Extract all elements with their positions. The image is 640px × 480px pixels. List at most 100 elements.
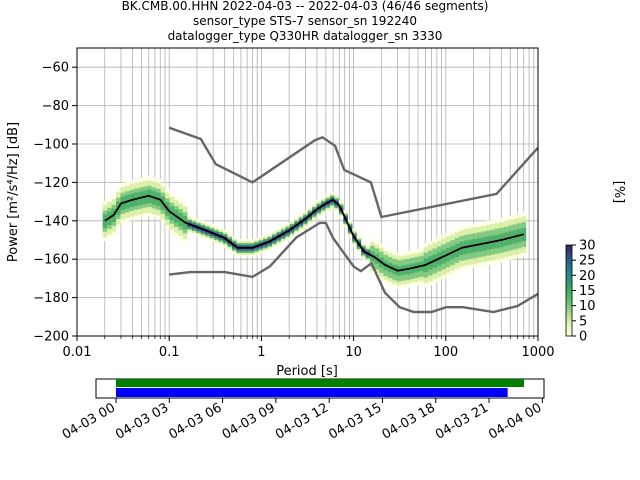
heatmap-cell [156, 209, 161, 212]
heatmap-cell [503, 224, 509, 227]
heatmap-cell [325, 193, 331, 197]
heatmap-cell [205, 226, 210, 229]
heatmap-cell [191, 230, 197, 234]
heatmap-cell [454, 268, 460, 271]
heatmap-cell [428, 275, 433, 278]
heatmap-cell [160, 217, 166, 220]
heatmap-cell [356, 248, 362, 251]
heatmap-cell [459, 243, 464, 246]
heatmap-cell [517, 224, 522, 228]
heatmap-cell [356, 246, 362, 249]
heatmap-cell [338, 213, 344, 217]
heatmap-cell [481, 261, 487, 265]
heatmap-cell [133, 192, 139, 195]
heatmap-cell [249, 239, 255, 242]
heatmap-cell [378, 274, 384, 277]
heatmap-cell [450, 253, 455, 256]
heatmap-cell [165, 190, 170, 193]
heatmap-cell [321, 198, 326, 201]
heatmap-cell [436, 242, 442, 245]
heatmap-cell [463, 226, 469, 230]
heatmap-cell [508, 234, 513, 238]
heatmap-cell [222, 245, 228, 248]
heatmap-cell [156, 205, 161, 209]
heatmap-cell [182, 225, 188, 228]
heatmap-cell [428, 244, 433, 247]
heatmap-cell [245, 242, 250, 246]
heatmap-cell [142, 213, 148, 216]
heatmap-cell [499, 219, 504, 223]
heatmap-cell [472, 246, 478, 249]
heatmap-cell [517, 215, 522, 218]
heatmap-cell [111, 231, 117, 234]
heatmap-cell [374, 263, 380, 266]
heatmap-cell [356, 244, 362, 248]
heatmap-cell [142, 191, 148, 195]
heatmap-cell [401, 264, 406, 268]
heatmap-cell [485, 237, 491, 241]
heatmap-cell [436, 255, 442, 258]
heatmap-cell [276, 239, 282, 242]
heatmap-cell [374, 259, 380, 262]
x-tick-label: 10 [345, 345, 362, 360]
heatmap-cell [454, 266, 460, 269]
heatmap-cell [410, 276, 415, 280]
heatmap-cell [472, 253, 478, 257]
heatmap-cell [116, 218, 121, 221]
heatmap-cell [294, 228, 299, 231]
heatmap-cell [383, 266, 389, 269]
heatmap-cell [387, 254, 393, 258]
heatmap-cell [432, 273, 438, 276]
heatmap-cell [111, 206, 117, 209]
heatmap-cell [499, 233, 504, 236]
heatmap-cell [454, 241, 460, 244]
heatmap-cell [138, 191, 143, 194]
heatmap-cell [214, 227, 219, 231]
heatmap-cell [254, 253, 259, 256]
heatmap-cell [472, 257, 478, 261]
heatmap-cell [227, 236, 233, 240]
heatmap-cell [508, 255, 513, 259]
heatmap-cell [485, 259, 491, 262]
heatmap-cell [436, 265, 442, 268]
heatmap-cell [116, 226, 121, 229]
heatmap-cell [521, 214, 527, 217]
heatmap-cell [147, 191, 152, 194]
heatmap-cell [182, 209, 188, 213]
heatmap-cell [272, 232, 277, 235]
heatmap-cell [111, 208, 117, 211]
heatmap-cell [410, 251, 415, 255]
heatmap-cell [401, 284, 406, 287]
heatmap-cell [111, 221, 117, 225]
heatmap-cell [338, 206, 344, 209]
heatmap-cell [414, 267, 420, 271]
heatmap-cell [218, 241, 224, 244]
heatmap-cell [494, 247, 500, 250]
heatmap-cell [508, 242, 513, 245]
heatmap-cell [361, 251, 366, 254]
heatmap-cell [124, 206, 130, 209]
heatmap-cell [129, 200, 134, 204]
heatmap-cell [436, 244, 442, 247]
heatmap-cell [263, 249, 268, 253]
heatmap-cell [254, 249, 259, 252]
heatmap-cell [472, 265, 478, 268]
heatmap-cell [178, 225, 184, 229]
heatmap-cell [503, 247, 509, 250]
heatmap-cell [459, 233, 464, 236]
heatmap-cell [227, 242, 233, 246]
heatmap-cell [383, 262, 389, 265]
heatmap-cell [503, 216, 509, 220]
heatmap-cell [173, 197, 179, 201]
heatmap-cell [124, 189, 130, 192]
heatmap-cell [147, 206, 152, 209]
heatmap-cell [468, 247, 473, 250]
heatmap-cell [263, 238, 268, 241]
heatmap-cell [392, 285, 397, 288]
heatmap-cell [414, 275, 420, 278]
heatmap-cell [428, 257, 433, 261]
heatmap-cell [312, 216, 317, 219]
heatmap-cell [383, 248, 389, 252]
heatmap-cell [173, 195, 179, 199]
heatmap-cell [450, 258, 455, 262]
